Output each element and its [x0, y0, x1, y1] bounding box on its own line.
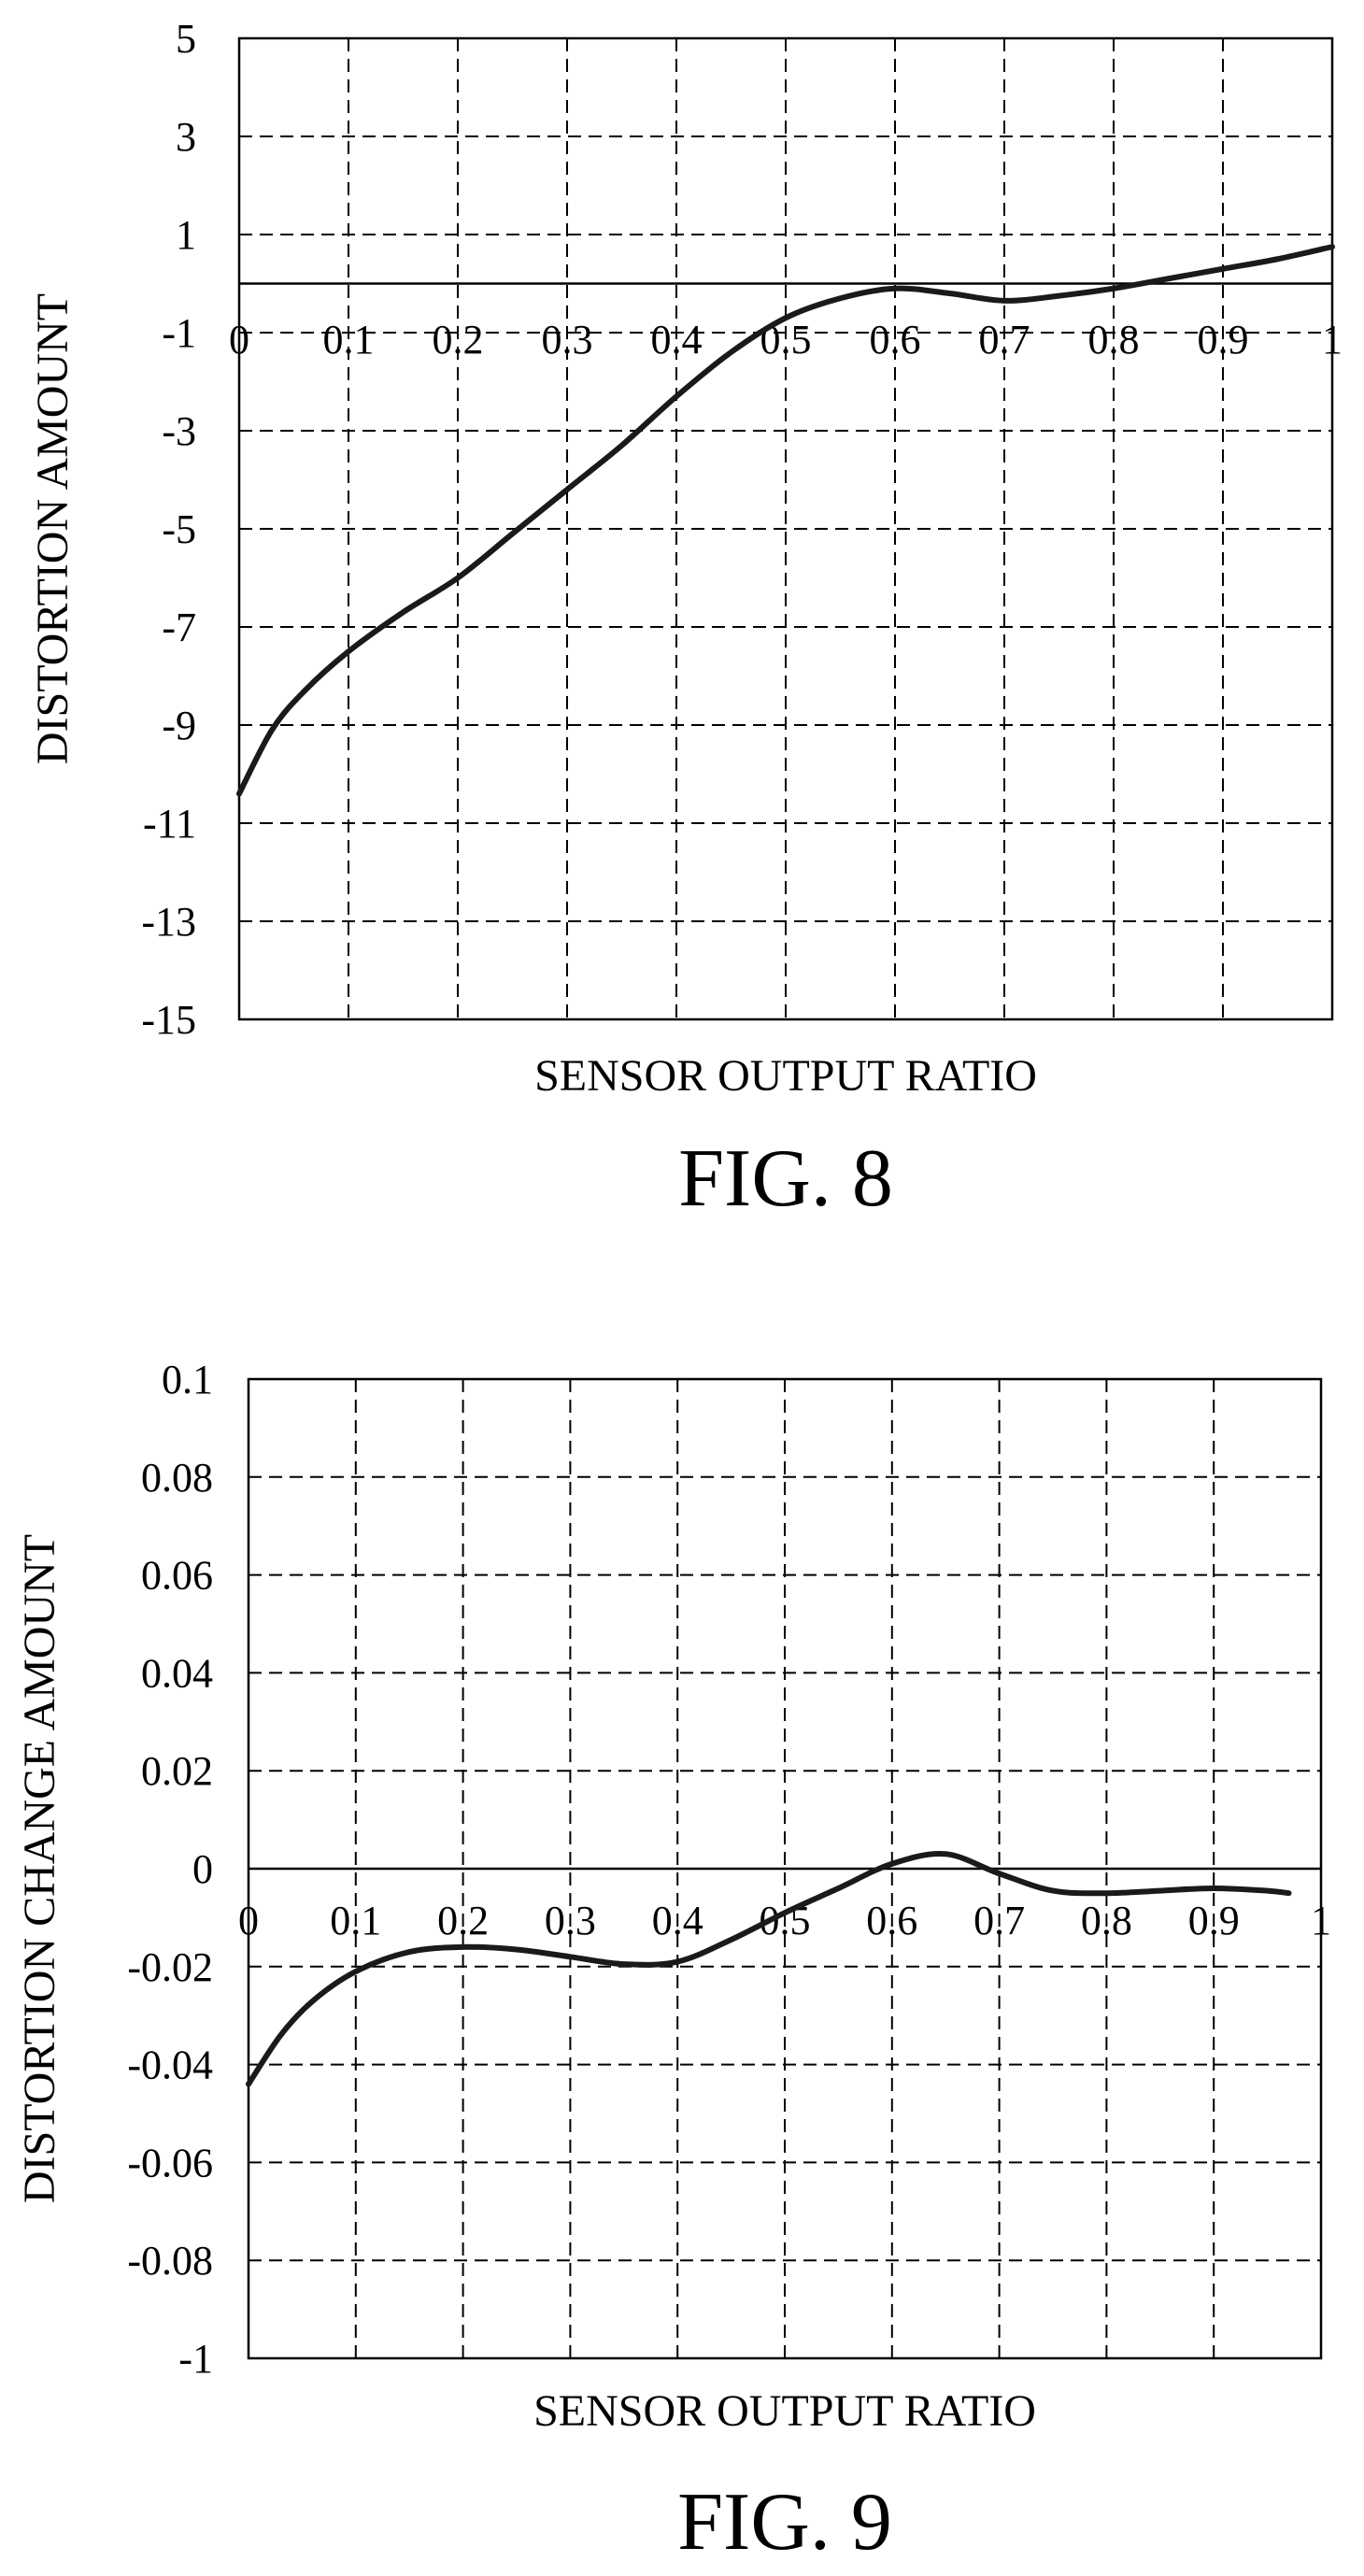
y-tick-label: 0.08: [141, 1455, 213, 1501]
figure-caption: FIG. 8: [678, 1133, 893, 1224]
y-tick-label: 3: [176, 114, 196, 160]
y-axis-title: DISTORTION AMOUNT: [28, 293, 78, 764]
x-tick-label: 0.3: [542, 317, 593, 363]
x-tick-label: 0.7: [979, 317, 1030, 363]
series-line: [246, 1850, 1292, 2087]
y-axis-title: DISTORTION CHANGE AMOUNT: [15, 1534, 64, 2203]
y-tick-label: -0.04: [127, 2042, 213, 2088]
x-tick-label: 0.6: [866, 1898, 917, 1943]
y-tick-label: -7: [162, 605, 196, 650]
y-tick-label: -3: [162, 408, 196, 454]
x-axis-title: SENSOR OUTPUT RATIO: [534, 1051, 1037, 1101]
x-tick-label: 1: [1322, 317, 1343, 363]
x-tick-label: 0.9: [1188, 1898, 1240, 1943]
y-tick-label: -0.08: [127, 2238, 213, 2284]
y-tick-label: 0.02: [141, 1748, 213, 1794]
y-tick-label: -0.02: [127, 1944, 213, 1990]
y-tick-label: -0.06: [127, 2140, 213, 2185]
y-tick-label: -1: [162, 310, 196, 356]
x-tick-label: 0.6: [870, 317, 921, 363]
x-tick-label: 0.1: [323, 317, 375, 363]
figure-caption: FIG. 9: [677, 2477, 892, 2568]
y-tick-label: 0: [192, 1846, 213, 1892]
x-tick-label: 0.8: [1088, 317, 1140, 363]
y-tick-label: -1: [178, 2336, 213, 2382]
y-tick-label: 0.06: [141, 1553, 213, 1599]
x-tick-label: 0.2: [433, 317, 484, 363]
x-tick-label: 0.8: [1081, 1898, 1132, 1943]
fig9-chart: 0.1 0.08 0.06 0.04 0.02 0 -0.02 -0.04 -0.06 -0.08…: [15, 1357, 1331, 2568]
x-tick-label: 0.3: [545, 1898, 596, 1943]
y-tick-label: -9: [162, 703, 196, 748]
x-tick-label: 1: [1311, 1898, 1331, 1943]
x-axis-title: SENSOR OUTPUT RATIO: [533, 2386, 1036, 2436]
x-tick-label: 0.5: [760, 317, 812, 363]
y-tick-label: -15: [141, 997, 196, 1043]
x-tick-label: 0.1: [330, 1898, 381, 1943]
x-tick-label: 0.7: [973, 1898, 1025, 1943]
y-tick-label: 1: [176, 212, 196, 258]
y-tick-label: -5: [162, 506, 196, 552]
series-line: [236, 244, 1335, 797]
y-tick-label: -11: [143, 801, 196, 847]
x-tick-label: 0: [238, 1898, 259, 1943]
x-tick-label: 0.2: [437, 1898, 489, 1943]
fig8-chart: 5 3 1 -1 -3 -5 -7 -9 -11 -13 -15 0 0.1 0.2 0.3 0.4 0.5 0.…: [28, 16, 1343, 1224]
x-tick-label: 0.4: [652, 1898, 703, 1943]
y-tick-label: 5: [176, 16, 196, 62]
x-tick-label: 0: [229, 317, 249, 363]
x-tick-label: 0.9: [1198, 317, 1249, 363]
y-tick-label: 0.1: [162, 1357, 213, 1402]
x-tick-label: 0.4: [651, 317, 703, 363]
y-tick-label: 0.04: [141, 1650, 213, 1696]
y-tick-label: -13: [141, 899, 196, 945]
